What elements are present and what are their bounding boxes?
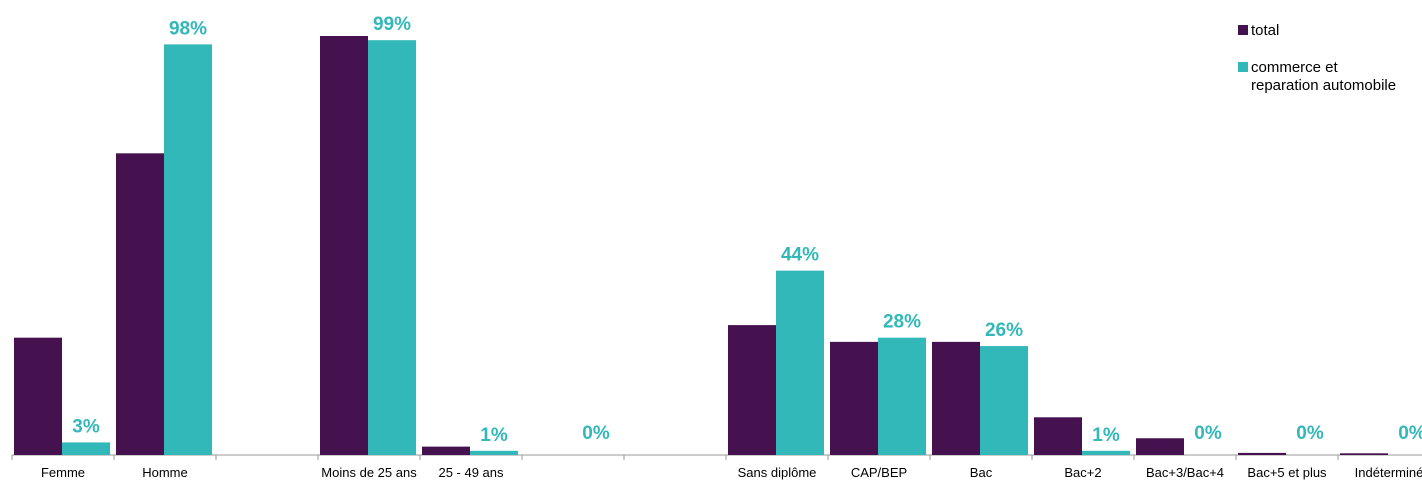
x-tick-label-9: Bac [970, 465, 993, 480]
x-tick-label-13: Indéterminé [1355, 465, 1422, 480]
legend-label-1-line2: reparation automobile [1251, 77, 1396, 94]
data-label-13: 0% [1398, 423, 1422, 444]
x-tick-label-4: 25 - 49 ans [438, 465, 504, 480]
data-label-3: 99% [373, 14, 411, 35]
data-label-8: 28% [883, 312, 921, 333]
x-tick-label-3: Moins de 25 ans [321, 465, 417, 480]
bar-commerce-10 [1082, 450, 1130, 455]
data-label-4: 1% [480, 425, 508, 446]
data-label-9: 26% [985, 320, 1023, 341]
data-label-5: 0% [582, 423, 610, 444]
x-tick-label-12: Bac+5 et plus [1247, 465, 1327, 480]
bar-total-0 [14, 337, 62, 455]
x-tick-label-8: CAP/BEP [851, 465, 907, 480]
bar-total-3 [320, 36, 368, 455]
bar-commerce-1 [164, 44, 212, 455]
bar-commerce-4 [470, 450, 518, 455]
bar-total-8 [830, 341, 878, 455]
bar-total-10 [1034, 417, 1082, 455]
bar-total-11 [1136, 438, 1184, 455]
bar-total-7 [728, 325, 776, 455]
data-label-0: 3% [72, 416, 100, 437]
legend-swatch-0 [1238, 25, 1248, 35]
bar-total-13 [1340, 453, 1388, 455]
data-label-11: 0% [1194, 423, 1222, 444]
data-label-10: 1% [1092, 425, 1120, 446]
bar-total-9 [932, 341, 980, 455]
data-label-1: 98% [169, 18, 207, 39]
x-tick-label-7: Sans diplôme [738, 465, 817, 480]
bar-commerce-0 [62, 442, 110, 455]
bar-commerce-3 [368, 40, 416, 455]
x-tick-label-1: Homme [142, 465, 188, 480]
x-tick-label-0: Femme [41, 465, 85, 480]
data-label-12: 0% [1296, 423, 1324, 444]
bar-total-1 [116, 153, 164, 455]
legend-swatch-1 [1238, 62, 1248, 72]
legend-label-0: total [1251, 22, 1279, 39]
legend-label-1: commerce et [1251, 59, 1339, 76]
bar-commerce-7 [776, 270, 824, 455]
bar-commerce-9 [980, 346, 1028, 455]
x-tick-label-10: Bac+2 [1064, 465, 1101, 480]
bar-total-12 [1238, 452, 1286, 455]
x-tick-label-11: Bac+3/Bac+4 [1146, 465, 1224, 480]
bar-total-4 [422, 446, 470, 455]
bar-commerce-8 [878, 337, 926, 455]
data-label-7: 44% [781, 245, 819, 266]
